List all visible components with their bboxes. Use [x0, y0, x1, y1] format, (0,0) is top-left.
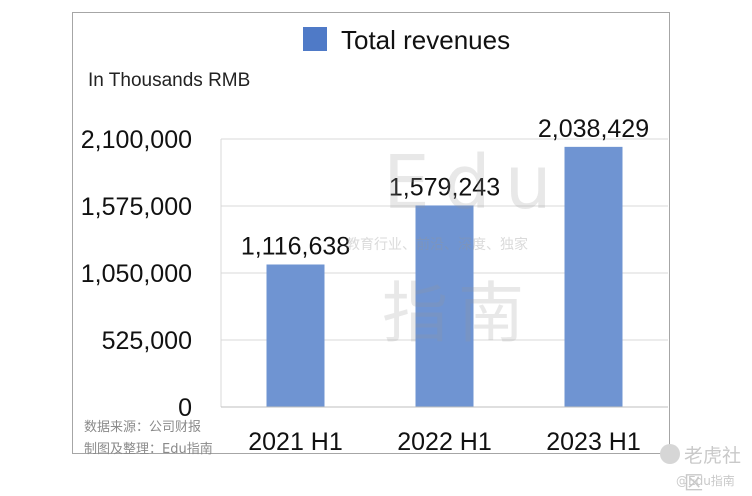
y-axis-unit-label: In Thousands RMB [88, 70, 251, 91]
y-tick-label: 525,000 [102, 327, 192, 355]
source-note: 数据来源：公司财报 [84, 420, 202, 435]
x-tick-label: 2022 H1 [397, 428, 492, 456]
watermark-edu: Edu [383, 140, 566, 226]
bar-value-label: 1,579,243 [389, 173, 500, 201]
legend-swatch [303, 27, 327, 51]
y-tick-label: 2,100,000 [81, 126, 192, 154]
legend-label: Total revenues [341, 25, 510, 55]
corner-watermark-handle: @Edu指南 [676, 474, 735, 488]
bar-value-label: 2,038,429 [538, 115, 649, 143]
watermark-tagline: 教育行业、前沿、深度、独家 [346, 237, 528, 253]
y-tick-label: 1,050,000 [81, 260, 192, 288]
x-tick-label: 2023 H1 [546, 428, 641, 456]
corner-watermark-logo: 老虎社区 [684, 445, 742, 494]
y-tick-label: 1,575,000 [81, 193, 192, 221]
bar [415, 205, 474, 407]
watermark-zhinan: 指南 [382, 275, 534, 352]
y-tick-label: 0 [178, 394, 192, 422]
bar [266, 264, 325, 407]
x-tick-label: 2021 H1 [248, 428, 343, 456]
bar-value-label: 1,116,638 [241, 232, 350, 260]
compiler-note: 制图及整理：Edu指南 [84, 442, 213, 457]
bar [564, 146, 623, 407]
tiger-logo-icon [660, 444, 680, 464]
